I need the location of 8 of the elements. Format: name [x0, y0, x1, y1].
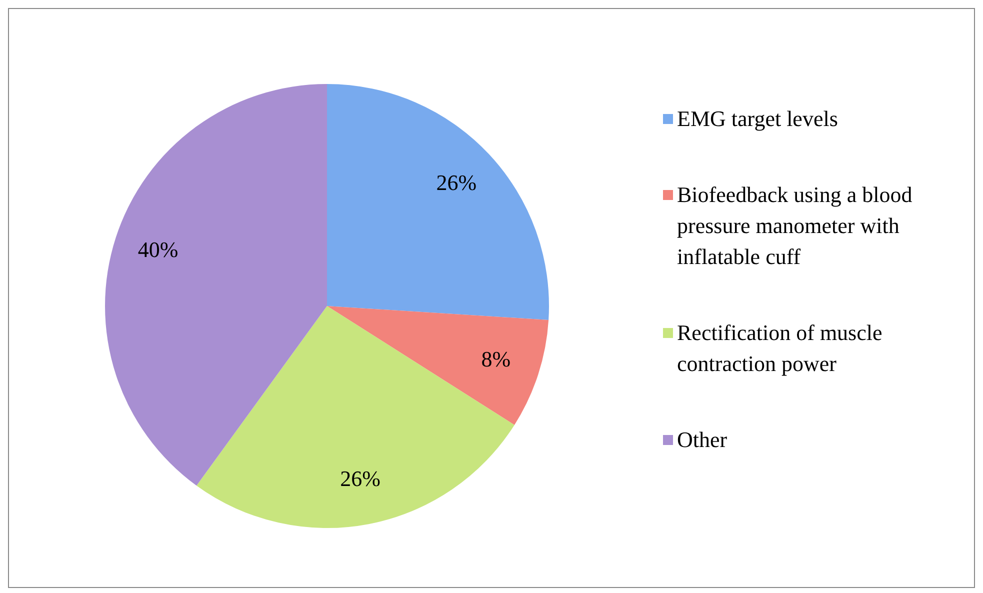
data-label: 26%: [436, 170, 477, 196]
data-label: 26%: [340, 466, 380, 492]
legend-label: Rectification of muscle contraction power: [677, 319, 884, 378]
data-label: 8%: [481, 346, 511, 372]
data-label: 40%: [138, 236, 178, 262]
legend-label: Other: [677, 426, 728, 454]
legend-label: EMG target levels: [677, 105, 838, 133]
legend-label: Biofeedback using a blood pressure manometer with inflatable cuff: [677, 181, 914, 271]
